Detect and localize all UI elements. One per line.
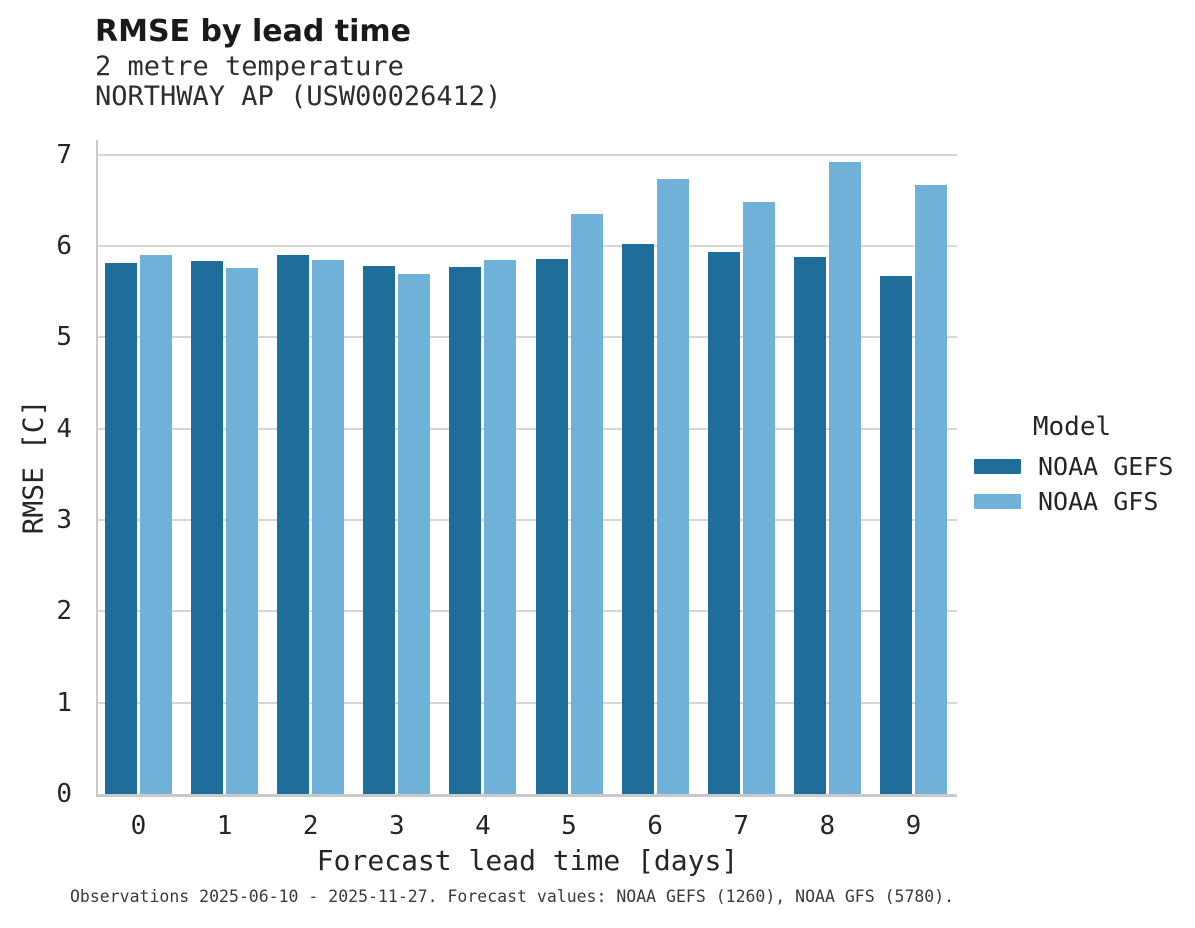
legend: Model NOAA GEFS NOAA GFS <box>974 412 1174 524</box>
gridline-6 <box>98 244 957 247</box>
bar-noaa-gefs-lead-3 <box>363 266 396 794</box>
bar-noaa-gfs-lead-1 <box>226 267 259 794</box>
x-tick-label-8: 8 <box>819 811 836 841</box>
legend-entry-noaa-gefs: NOAA GEFS <box>974 452 1174 481</box>
bar-noaa-gefs-lead-2 <box>277 255 310 794</box>
gridline-1 <box>98 701 957 704</box>
bar-noaa-gefs-lead-4 <box>449 266 482 794</box>
bar-noaa-gefs-lead-0 <box>105 263 137 794</box>
bar-noaa-gefs-lead-9 <box>879 276 912 794</box>
chart-subtitle: 2 metre temperature NORTHWAY AP (USW0002… <box>95 52 501 112</box>
bar-noaa-gfs-lead-3 <box>398 274 431 794</box>
x-tick-label-4: 4 <box>475 811 491 841</box>
bar-noaa-gfs-lead-5 <box>570 214 603 794</box>
legend-swatch-noaa-gfs <box>974 494 1021 509</box>
y-tick-label-3: 3 <box>56 504 72 535</box>
bar-noaa-gefs-lead-5 <box>535 258 568 794</box>
bar-noaa-gfs-lead-0 <box>140 255 172 794</box>
gridline-4 <box>98 427 957 430</box>
legend-label-noaa-gefs: NOAA GEFS <box>1038 452 1174 481</box>
gridline-7 <box>98 153 957 156</box>
x-tick-label-1: 1 <box>216 811 233 841</box>
gridline-5 <box>98 336 957 339</box>
x-tick-label-0: 0 <box>130 811 147 841</box>
y-tick-label-4: 4 <box>56 413 72 444</box>
gridline-2 <box>98 610 957 613</box>
subtitle-line-2: NORTHWAY AP (USW00026412) <box>95 81 502 112</box>
bar-noaa-gfs-lead-6 <box>656 179 689 794</box>
bar-noaa-gefs-lead-6 <box>621 244 654 794</box>
bar-noaa-gfs-lead-4 <box>484 259 517 794</box>
chart-title: RMSE by lead time <box>95 14 411 49</box>
plot-area: Forecast lead time [days] 0 1 2 3 4 5 6 7 0 1 2 3 4 5… <box>56 140 957 877</box>
x-tick-label-2: 2 <box>302 811 319 841</box>
footer-note: Observations 2025-06-10 - 2025-11-27. Fo… <box>70 887 955 906</box>
y-tick-label-0: 0 <box>56 779 72 809</box>
legend-entry-noaa-gfs: NOAA GFS <box>974 487 1170 516</box>
x-tick-label-3: 3 <box>388 811 405 841</box>
legend-label-noaa-gfs: NOAA GFS <box>1038 487 1159 516</box>
y-tick-label-6: 6 <box>56 230 72 261</box>
bar-noaa-gefs-lead-7 <box>707 252 740 794</box>
y-tick-label-7: 7 <box>56 139 72 170</box>
bar-noaa-gefs-lead-8 <box>793 256 826 794</box>
subtitle-line-1: 2 metre temperature <box>95 51 404 82</box>
y-tick-label-5: 5 <box>56 322 72 353</box>
y-tick-label-1: 1 <box>56 687 72 718</box>
bar-noaa-gfs-lead-9 <box>914 184 947 794</box>
legend-entries: NOAA GEFS NOAA GFS <box>974 452 1174 516</box>
y-tick-label-2: 2 <box>56 596 72 627</box>
legend-title: Model <box>1032 412 1112 442</box>
x-tick-label-9: 9 <box>905 811 922 841</box>
gridline-3 <box>98 518 957 521</box>
x-tick-label-6: 6 <box>647 811 663 841</box>
x-tick-label-5: 5 <box>561 811 577 841</box>
bar-noaa-gefs-lead-1 <box>191 260 224 794</box>
x-tick-label-7: 7 <box>733 811 750 841</box>
bar-noaa-gfs-lead-8 <box>828 161 861 794</box>
bar-noaa-gfs-lead-7 <box>742 202 775 794</box>
bar-noaa-gfs-lead-2 <box>312 259 345 794</box>
legend-swatch-noaa-gefs <box>974 459 1021 474</box>
x-axis-label: Forecast lead time [days] <box>316 844 739 877</box>
